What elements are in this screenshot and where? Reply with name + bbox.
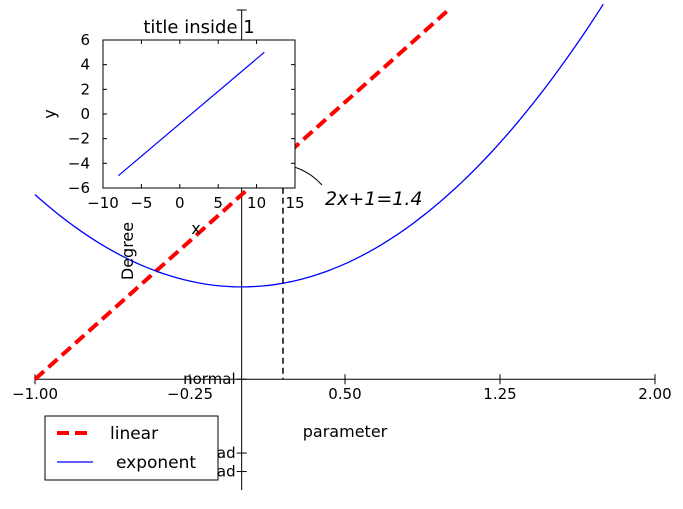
inset-axes: −10 −5 0 5 10 15 −6 −4 −2 0 2 4 6 title inside 1 x y — [40, 17, 305, 238]
inset-x-tick-label: 10 — [247, 194, 266, 212]
series-exponent-line — [34, 3, 604, 288]
inset-title: title inside 1 — [143, 17, 254, 38]
x-tick-label: 2.00 — [638, 385, 671, 403]
x-tick-label: −0.25 — [167, 385, 213, 403]
legend-box — [44, 415, 219, 481]
legend: linear exponent — [44, 415, 219, 481]
inset-x-axis-label: x — [191, 219, 200, 238]
y-axis-label: Degree — [118, 222, 137, 280]
inset-y-tick-label: 2 — [80, 80, 90, 98]
x-tick-label: 1.25 — [483, 385, 516, 403]
x-tick-label: −1.00 — [12, 385, 58, 403]
y-tick-label: normal — [183, 370, 236, 388]
inset-frame — [102, 39, 296, 189]
legend-label-linear: linear — [110, 424, 158, 444]
x-tick-label: 0.50 — [328, 385, 361, 403]
inset-y-tick-label: 6 — [80, 31, 90, 49]
inset-y-tick-label: −4 — [68, 154, 90, 172]
x-axis-label: parameter — [303, 422, 388, 441]
inset-series-line — [117, 51, 265, 177]
annotation-text: 2x+1=1.4 — [325, 188, 422, 210]
inset-x-tick-label: 5 — [213, 194, 223, 212]
inset-x-tick-label: 0 — [175, 194, 185, 212]
main-plot-area — [33, 3, 604, 381]
inset-x-tick-label: −10 — [87, 194, 119, 212]
inset-y-tick-label: −2 — [68, 130, 90, 148]
inset-y-tick-label: 0 — [80, 105, 90, 123]
series-linear-line — [33, 8, 450, 381]
inset-y-axis-label: y — [40, 109, 59, 118]
inset-x-tick-label: −5 — [130, 194, 152, 212]
inset-y-tick-label: −6 — [68, 179, 90, 197]
legend-label-exponent: exponent — [116, 453, 196, 473]
inset-y-tick-label: 4 — [80, 56, 90, 74]
inset-x-tick-label: 15 — [285, 194, 304, 212]
